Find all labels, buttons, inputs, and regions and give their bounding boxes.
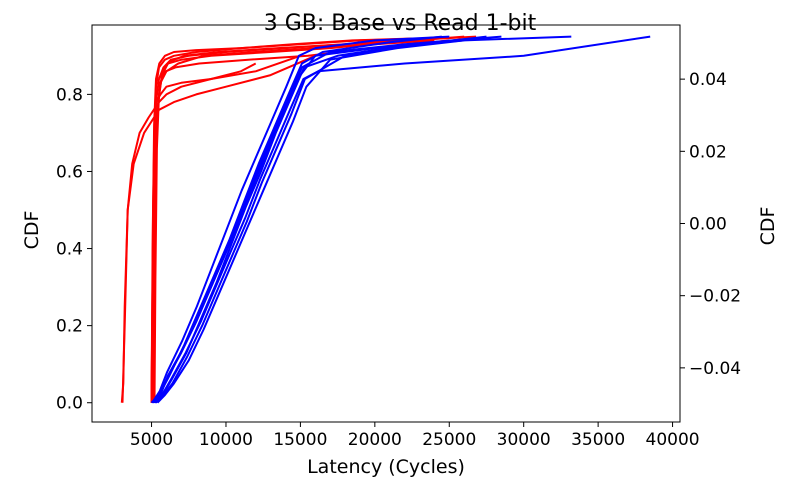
y-right-tick-label: 0.04 — [689, 70, 727, 90]
y-right-tick-label: −0.04 — [689, 359, 741, 379]
series-line-15 — [156, 39, 465, 404]
x-axis-ticks: 5000 10000 15000 20000 25000 30000 35000 40000 — [130, 422, 700, 450]
series-line-16 — [152, 35, 442, 404]
series-line-11 — [153, 35, 651, 404]
series-line-13 — [155, 35, 487, 404]
series-line-17 — [154, 37, 472, 404]
x-tick-label: 35000 — [571, 430, 625, 450]
x-tick-label: 40000 — [646, 430, 700, 450]
series-line-8 — [153, 35, 477, 403]
series-line-9 — [150, 37, 413, 403]
x-tick-label: 30000 — [497, 430, 551, 450]
x-tick-label: 15000 — [273, 430, 327, 450]
y-tick-label: 0.2 — [56, 317, 83, 337]
series-line-6 — [152, 35, 465, 403]
y-right-tick-label: −0.02 — [689, 287, 741, 307]
y-right-tick-label: 0.02 — [689, 142, 727, 162]
series-line-14 — [151, 35, 450, 404]
y-tick-label: 0.0 — [56, 394, 83, 414]
y-tick-label: 0.8 — [56, 85, 83, 105]
x-tick-label: 20000 — [348, 430, 402, 450]
chart-title: 3 GB: Base vs Read 1-bit — [264, 11, 537, 36]
y-tick-label: 0.4 — [56, 240, 83, 260]
y-axis-right-ticks: −0.04 −0.02 0.00 0.02 0.04 — [680, 70, 741, 379]
x-axis-title: Latency (Cycles) — [307, 456, 465, 478]
x-tick-label: 10000 — [199, 430, 253, 450]
y-axis-ticks: 0.0 0.2 0.4 0.6 0.8 — [56, 85, 92, 414]
y-axis-right-title: CDF — [757, 207, 779, 246]
y-tick-label: 0.6 — [56, 162, 83, 182]
series-line-10 — [150, 35, 572, 404]
y-right-tick-label: 0.00 — [689, 215, 727, 235]
x-tick-label: 5000 — [130, 430, 173, 450]
x-tick-label: 25000 — [422, 430, 476, 450]
series-lines — [120, 35, 651, 404]
y-axis-title: CDF — [21, 211, 43, 250]
